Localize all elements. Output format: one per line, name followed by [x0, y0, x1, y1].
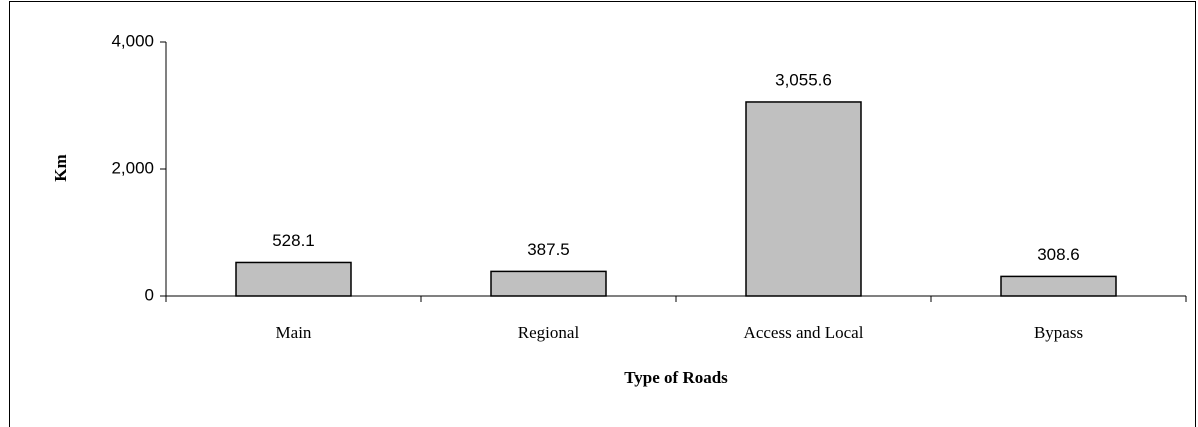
- y-tick-label: 0: [145, 285, 154, 304]
- x-tick-label: Bypass: [1034, 323, 1083, 342]
- data-label: 3,055.6: [775, 70, 832, 89]
- data-label: 528.1: [272, 231, 315, 250]
- bar: [745, 101, 862, 297]
- x-tick-label: Access and Local: [744, 323, 864, 342]
- chart-frame: [9, 1, 1196, 427]
- data-label: 308.6: [1037, 245, 1080, 264]
- y-tick-label: 2,000: [111, 158, 154, 177]
- data-label: 387.5: [527, 240, 570, 259]
- x-axis-title: Type of Roads: [624, 368, 728, 387]
- y-tick-label: 4,000: [111, 31, 154, 50]
- y-axis-title: Km: [51, 154, 70, 181]
- bar: [490, 270, 607, 297]
- bar: [1000, 275, 1117, 297]
- x-tick-label: Regional: [518, 323, 580, 342]
- bar: [235, 261, 352, 297]
- x-tick-label: Main: [276, 323, 312, 342]
